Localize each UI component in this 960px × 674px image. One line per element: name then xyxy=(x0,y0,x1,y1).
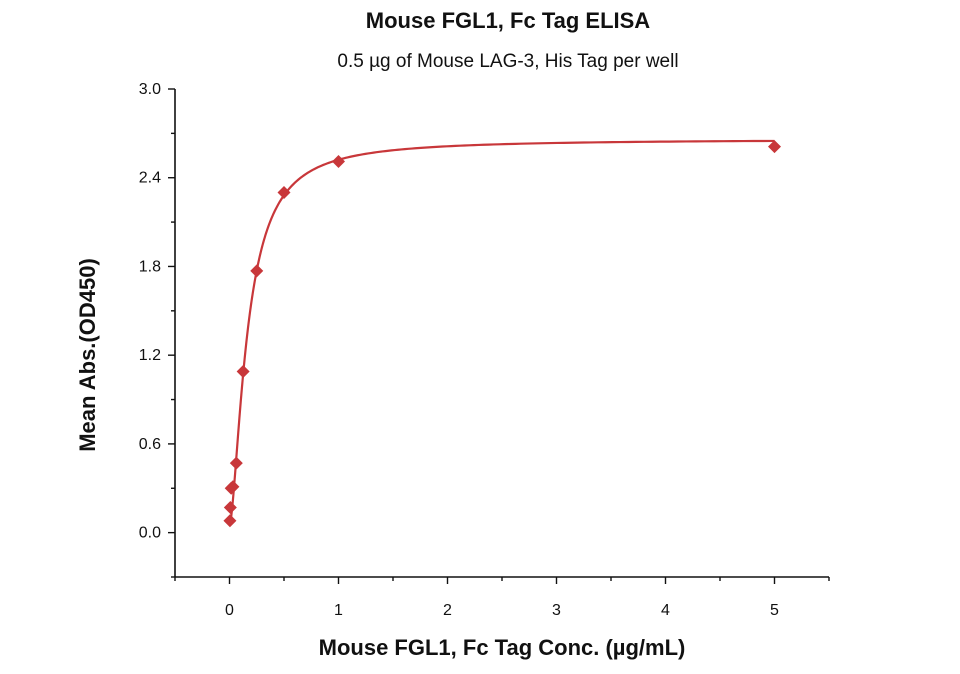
x-tick-label: 4 xyxy=(661,602,670,619)
data-point xyxy=(223,514,237,528)
data-point xyxy=(277,186,291,200)
data-point xyxy=(332,154,345,168)
y-tick-label: 3.0 xyxy=(139,81,161,98)
data-point xyxy=(226,480,240,494)
chart-subtitle: 0.5 µg of Mouse LAG-3, His Tag per well xyxy=(337,51,678,72)
data-point xyxy=(250,264,264,278)
x-tick-label: 5 xyxy=(770,602,779,619)
x-tick-label: 0 xyxy=(225,602,234,619)
x-ticks: 0 1 2 3 4 5 xyxy=(174,577,830,619)
data-points xyxy=(223,140,781,528)
y-tick-label: 1.2 xyxy=(139,347,161,364)
fit-curve xyxy=(228,139,775,526)
x-tick-label: 2 xyxy=(443,602,452,619)
y-tick-label: 2.4 xyxy=(139,170,161,187)
chart-title: Mouse FGL1, Fc Tag ELISA xyxy=(366,8,651,33)
y-tick-label: 1.8 xyxy=(139,258,161,275)
x-tick-label: 3 xyxy=(552,602,561,619)
y-tick-label: 0.6 xyxy=(139,436,161,453)
data-point xyxy=(229,456,243,470)
data-point xyxy=(223,500,237,514)
y-tick-label: 0.0 xyxy=(139,525,161,542)
x-tick-label: 1 xyxy=(334,602,343,619)
x-axis-label: Mouse FGL1, Fc Tag Conc. (µg/mL) xyxy=(319,635,686,660)
data-point xyxy=(768,140,781,154)
y-ticks: 0.0 0.6 1.2 1.8 2.4 3.0 xyxy=(139,81,175,578)
data-point xyxy=(236,364,250,378)
y-axis-label: Mean Abs.(OD450) xyxy=(75,258,100,452)
